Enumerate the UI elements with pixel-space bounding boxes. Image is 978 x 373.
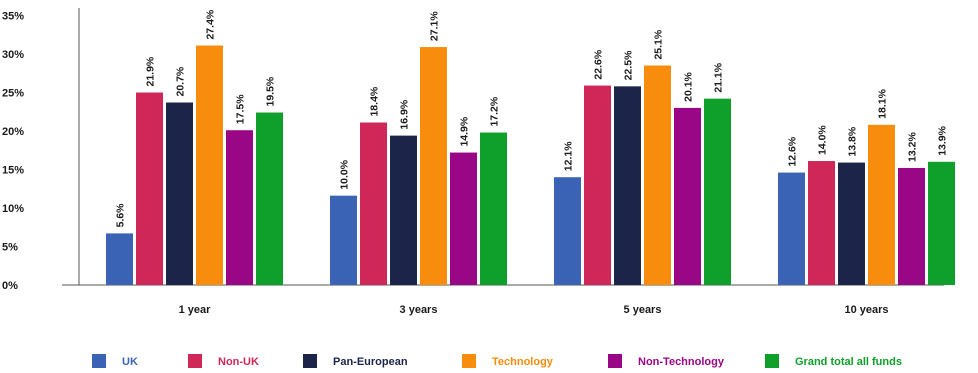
data-label: 10.0%	[339, 159, 351, 189]
data-label: 18.4%	[369, 86, 381, 116]
bar	[898, 167, 925, 285]
data-label: 14.9%	[459, 116, 471, 146]
y-tick-label: 0%	[2, 280, 18, 292]
legend-label: Technology	[492, 356, 554, 368]
data-label: 25.1%	[653, 29, 665, 59]
data-label: 21.9%	[145, 56, 157, 86]
y-tick-label: 5%	[2, 242, 18, 254]
data-label: 27.4%	[205, 9, 217, 39]
bar	[868, 124, 895, 285]
data-label: 13.8%	[847, 126, 859, 156]
legend: UK Non-UK Pan-European Technology Non-Techno…	[92, 354, 902, 368]
legend-label: Pan-European	[333, 356, 408, 368]
data-label: 12.1%	[563, 141, 575, 171]
data-label: 13.9%	[937, 125, 949, 155]
legend-swatch	[303, 354, 317, 368]
bar	[480, 132, 507, 285]
data-label: 12.6%	[787, 136, 799, 166]
category-label: 1 year	[179, 304, 212, 316]
category-label: 10 years	[844, 304, 888, 316]
bar	[330, 195, 357, 285]
legend-swatch	[92, 354, 106, 368]
legend-label: Grand total all funds	[795, 356, 902, 368]
data-label: 27.1%	[429, 11, 441, 41]
data-label: 21.1%	[713, 62, 725, 92]
bar	[106, 233, 133, 285]
y-tick-label: 35%	[2, 11, 24, 23]
bar	[360, 122, 387, 285]
y-tick-label: 20%	[2, 126, 24, 138]
data-label: 19.5%	[265, 76, 277, 106]
bar	[196, 45, 223, 285]
legend-label: Non-Technology	[638, 356, 725, 368]
bar	[928, 161, 955, 285]
bar	[778, 172, 805, 285]
data-label: 20.1%	[683, 71, 695, 101]
data-label: 16.9%	[399, 99, 411, 129]
data-label: 14.0%	[817, 125, 829, 155]
data-label: 22.5%	[623, 50, 635, 80]
bar	[136, 92, 163, 285]
bar	[644, 65, 671, 285]
bar	[808, 161, 835, 285]
data-label: 13.2%	[907, 132, 919, 162]
legend-item: Pan-European	[303, 354, 408, 368]
category-label: 3 years	[400, 304, 438, 316]
bar	[704, 98, 731, 285]
data-label: 22.6%	[593, 49, 605, 79]
bar	[554, 177, 581, 285]
legend-label: UK	[122, 356, 138, 368]
bar	[614, 86, 641, 285]
bar	[390, 135, 417, 285]
bar	[256, 112, 283, 286]
x-axis-labels: 1 year 3 years 5 years 10 years	[179, 304, 889, 316]
legend-swatch	[462, 354, 476, 368]
legend-swatch	[188, 354, 202, 368]
legend-item: UK	[92, 354, 138, 368]
bar	[450, 152, 477, 285]
y-tick-label: 15%	[2, 165, 24, 177]
legend-item: Non-Technology	[608, 354, 725, 368]
legend-label: Non-UK	[218, 356, 259, 368]
y-tick-label: 10%	[2, 203, 24, 215]
bars: 5.6% 21.9% 20.7% 27.4% 17.5% 19.5% 10.0% 18.4% 1…	[106, 9, 955, 286]
bar	[226, 130, 253, 285]
y-tick-label: 25%	[2, 88, 24, 100]
legend-swatch	[608, 354, 622, 368]
bar	[166, 102, 193, 285]
data-label: 20.7%	[175, 66, 187, 96]
data-label: 18.1%	[877, 88, 889, 118]
data-label: 17.2%	[489, 96, 501, 126]
bar	[838, 162, 865, 285]
legend-item: Grand total all funds	[765, 354, 902, 368]
legend-item: Non-UK	[188, 354, 259, 368]
data-label: 5.6%	[115, 203, 127, 228]
bar	[584, 85, 611, 285]
legend-swatch	[765, 354, 779, 368]
bar	[420, 47, 447, 285]
data-label: 17.5%	[235, 94, 247, 124]
bar	[674, 107, 701, 286]
y-tick-label: 30%	[2, 49, 24, 61]
legend-item: Technology	[462, 354, 554, 368]
category-label: 5 years	[624, 304, 662, 316]
